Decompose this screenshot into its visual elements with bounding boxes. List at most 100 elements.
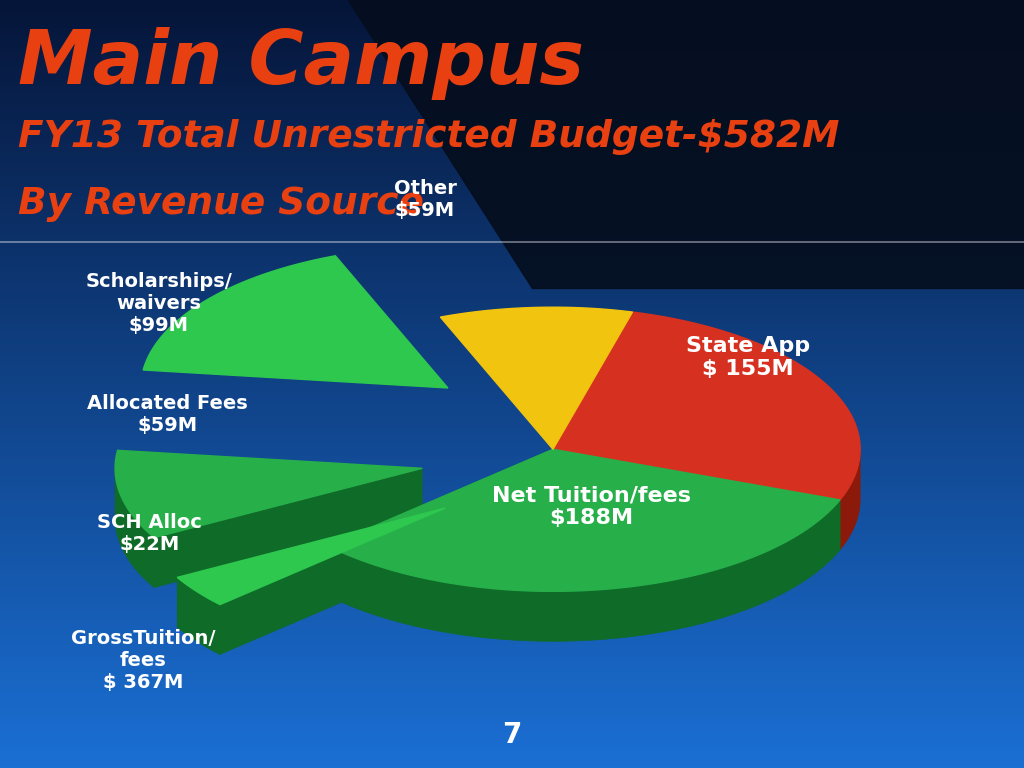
- Bar: [0, 494, 1024, 497]
- Bar: [0, 486, 1024, 489]
- Bar: [0, 38, 1024, 41]
- Bar: [0, 415, 1024, 417]
- Bar: [0, 340, 1024, 343]
- Bar: [0, 94, 1024, 98]
- Bar: [0, 386, 1024, 389]
- Bar: [0, 760, 1024, 763]
- Bar: [0, 253, 1024, 256]
- Bar: [0, 328, 1024, 330]
- Bar: [0, 21, 1024, 23]
- Polygon shape: [115, 450, 422, 538]
- Bar: [0, 90, 1024, 92]
- Bar: [0, 110, 1024, 113]
- Bar: [0, 392, 1024, 394]
- Bar: [0, 69, 1024, 71]
- Bar: [0, 320, 1024, 323]
- Bar: [0, 584, 1024, 586]
- Bar: [0, 614, 1024, 617]
- Bar: [0, 643, 1024, 645]
- Bar: [0, 538, 1024, 540]
- Bar: [0, 499, 1024, 502]
- Bar: [0, 753, 1024, 755]
- Bar: [0, 525, 1024, 528]
- Bar: [0, 246, 1024, 248]
- Bar: [0, 376, 1024, 379]
- Bar: [0, 74, 1024, 77]
- Bar: [0, 274, 1024, 276]
- Bar: [0, 609, 1024, 612]
- Bar: [0, 548, 1024, 551]
- Bar: [0, 509, 1024, 512]
- Bar: [0, 684, 1024, 686]
- Bar: [0, 740, 1024, 743]
- Bar: [0, 164, 1024, 167]
- Bar: [0, 343, 1024, 346]
- Bar: [0, 13, 1024, 15]
- Bar: [0, 220, 1024, 223]
- Bar: [0, 463, 1024, 466]
- Polygon shape: [177, 508, 445, 604]
- Bar: [0, 31, 1024, 33]
- Bar: [0, 586, 1024, 589]
- Bar: [0, 371, 1024, 374]
- Bar: [0, 51, 1024, 54]
- Text: SCH Alloc
$22M: SCH Alloc $22M: [97, 513, 202, 554]
- Bar: [0, 412, 1024, 415]
- Bar: [0, 535, 1024, 538]
- Bar: [0, 699, 1024, 701]
- Bar: [0, 125, 1024, 128]
- Bar: [0, 61, 1024, 64]
- Bar: [0, 520, 1024, 522]
- Bar: [0, 707, 1024, 709]
- Bar: [0, 284, 1024, 286]
- Bar: [0, 704, 1024, 707]
- Text: By Revenue Source: By Revenue Source: [18, 186, 424, 222]
- Bar: [0, 348, 1024, 351]
- Bar: [0, 269, 1024, 271]
- Bar: [0, 561, 1024, 563]
- Bar: [0, 36, 1024, 38]
- Bar: [0, 714, 1024, 717]
- Text: State App
$ 155M: State App $ 155M: [686, 336, 810, 379]
- Bar: [0, 727, 1024, 730]
- Polygon shape: [143, 256, 447, 388]
- Bar: [0, 217, 1024, 220]
- Text: Allocated Fees
$59M: Allocated Fees $59M: [87, 394, 248, 435]
- Bar: [0, 56, 1024, 59]
- Bar: [0, 361, 1024, 363]
- Bar: [0, 545, 1024, 548]
- Bar: [0, 720, 1024, 722]
- Bar: [0, 64, 1024, 67]
- Bar: [0, 681, 1024, 684]
- Bar: [0, 297, 1024, 300]
- Bar: [0, 261, 1024, 263]
- Bar: [0, 576, 1024, 578]
- Bar: [0, 0, 1024, 2]
- Bar: [0, 105, 1024, 108]
- Bar: [0, 435, 1024, 438]
- Text: Net Tuition/fees
$188M: Net Tuition/fees $188M: [492, 485, 690, 528]
- Bar: [0, 333, 1024, 336]
- Bar: [0, 737, 1024, 740]
- Bar: [0, 356, 1024, 359]
- Bar: [0, 640, 1024, 643]
- Bar: [0, 622, 1024, 624]
- Bar: [0, 670, 1024, 674]
- Bar: [0, 461, 1024, 463]
- Bar: [0, 233, 1024, 236]
- Bar: [0, 54, 1024, 56]
- Text: FY13 Total Unrestricted Budget-$582M: FY13 Total Unrestricted Budget-$582M: [18, 119, 840, 155]
- Bar: [0, 223, 1024, 225]
- Bar: [0, 48, 1024, 51]
- Bar: [0, 604, 1024, 607]
- Polygon shape: [553, 312, 860, 500]
- Bar: [0, 338, 1024, 340]
- Bar: [0, 540, 1024, 543]
- Bar: [0, 578, 1024, 581]
- Bar: [0, 689, 1024, 691]
- Bar: [0, 532, 1024, 535]
- Polygon shape: [553, 449, 840, 550]
- Bar: [0, 240, 1024, 243]
- Bar: [0, 489, 1024, 492]
- Bar: [0, 666, 1024, 668]
